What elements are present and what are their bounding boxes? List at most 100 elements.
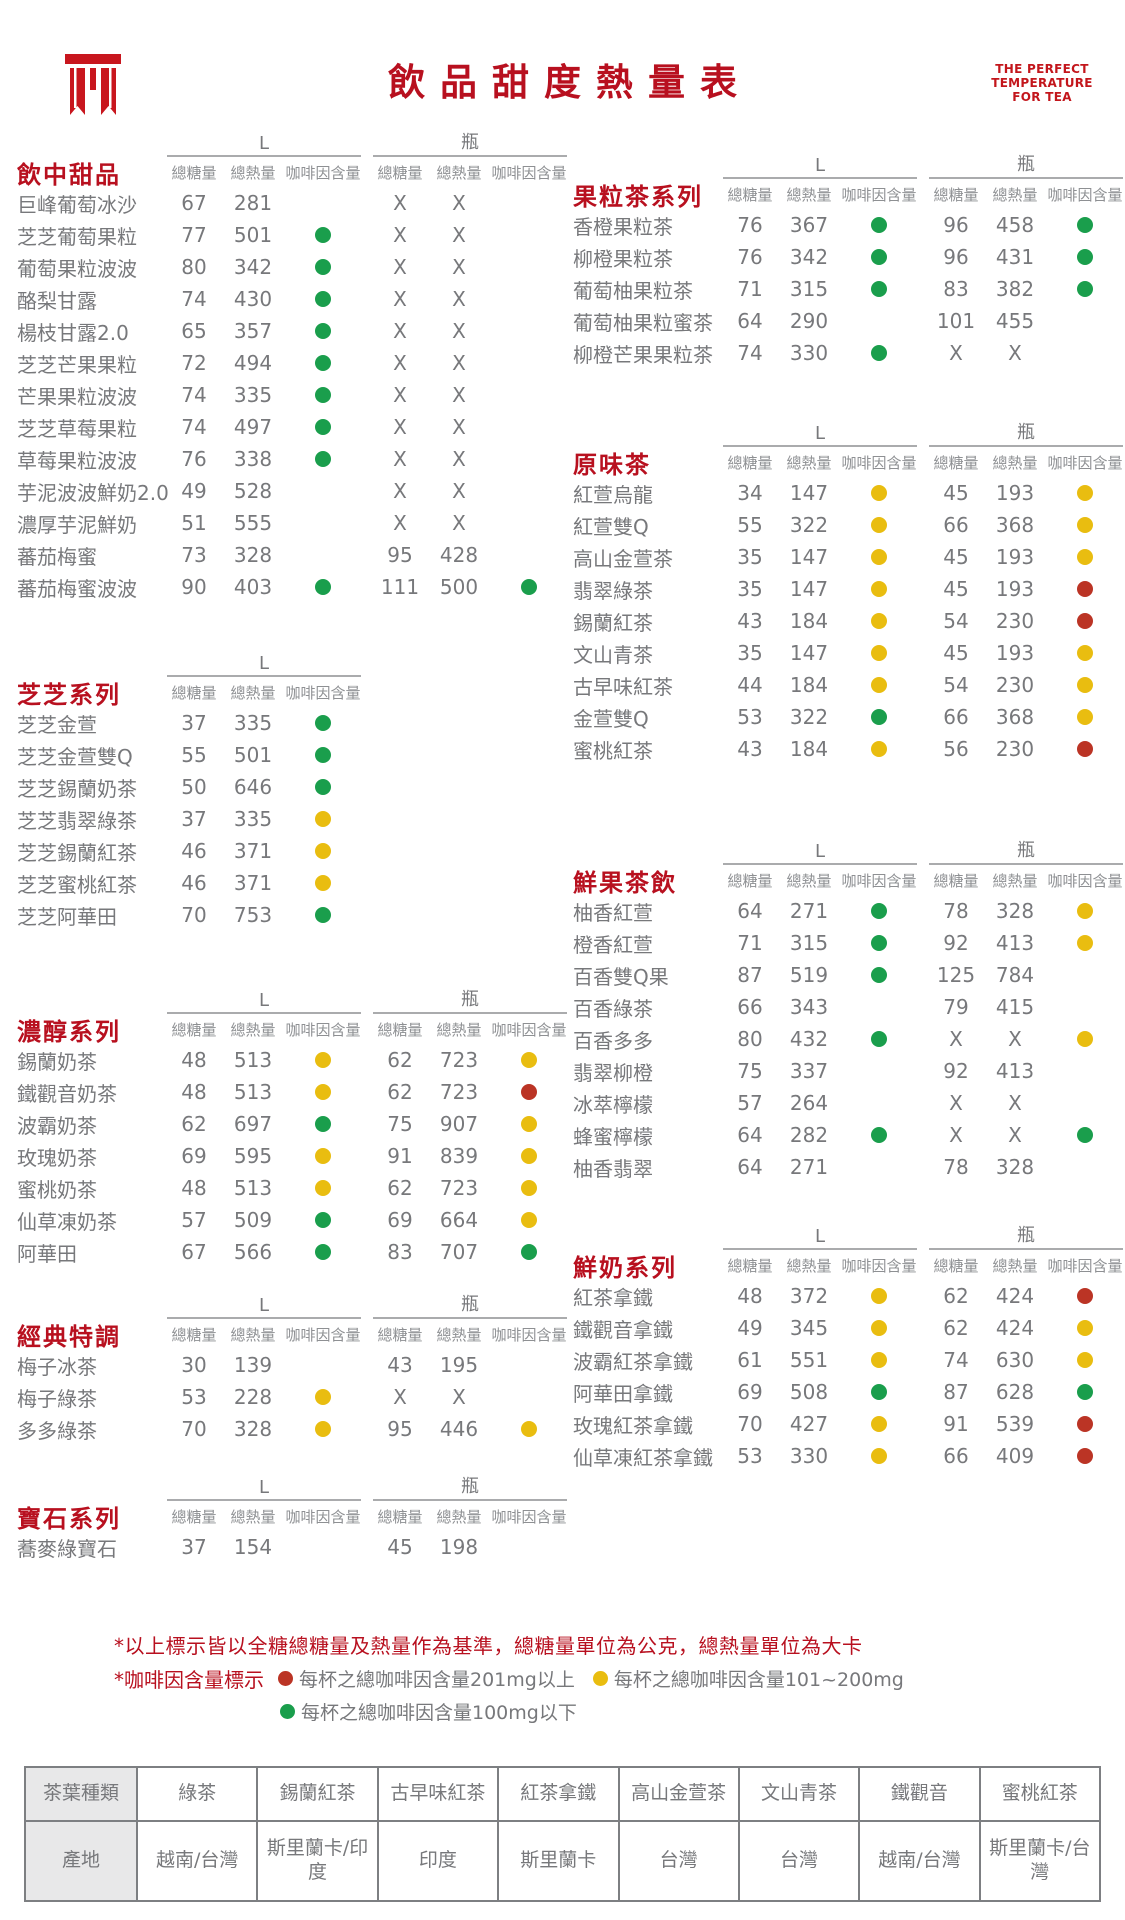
sugar-value-l: 64 — [737, 1155, 763, 1179]
size-row-lead — [17, 648, 167, 674]
caffeine-dot-green — [841, 927, 917, 959]
drink-name: 芝芝翡翠綠茶 — [17, 808, 137, 833]
caffeine-dot-yellow — [285, 867, 361, 899]
tagline-line: TEMPERATURE — [991, 76, 1093, 90]
caffeine-cell-empty — [841, 1055, 917, 1087]
caffeine-dot-yellow — [1047, 1023, 1123, 1055]
caffeine-cell-empty — [491, 411, 567, 443]
drink-name: 紅茶拿鐵 — [573, 1285, 653, 1310]
calorie-value-l: 264 — [789, 1091, 829, 1115]
caffeine-dot-yellow — [285, 1172, 361, 1204]
col-header-calories: 總熱量 — [786, 871, 832, 890]
caffeine-dot-green — [285, 1204, 361, 1236]
origin-table-cell: 斯里蘭卡/印度 — [256, 1820, 379, 1902]
sugar-value-bottle: X — [393, 319, 407, 343]
caffeine-cell-empty — [841, 1151, 917, 1183]
caffeine-dot-yellow — [841, 541, 917, 573]
caffeine-dot-yellow — [1047, 1344, 1123, 1376]
sugar-value-bottle: X — [393, 447, 407, 471]
caffeine-dot-green — [285, 315, 361, 347]
caffeine-level-dot — [871, 1127, 887, 1143]
caffeine-cell-empty — [1047, 1151, 1123, 1183]
col-header-calories: 總熱量 — [992, 1256, 1038, 1275]
sugar-value-l: 73 — [181, 543, 207, 567]
caffeine-level-dot — [315, 1148, 331, 1164]
size-row-lead — [17, 128, 167, 154]
caffeine-cell-empty — [491, 707, 567, 739]
col-header-calories: 總熱量 — [436, 1325, 482, 1344]
caffeine-dot-yellow — [491, 1108, 567, 1140]
calorie-value-l: 290 — [789, 309, 829, 333]
sugar-value-bottle: X — [949, 1091, 963, 1115]
caffeine-level-dot — [1077, 1448, 1093, 1464]
calorie-value-l: 328 — [233, 1417, 273, 1441]
section-title-gem-series: 寶石系列 — [17, 1503, 121, 1533]
caffeine-legend-red: 每杯之總咖啡因含量201mg以上 — [278, 1665, 575, 1692]
origin-table-cell: 高山金萱茶 — [617, 1766, 740, 1822]
caffeine-dot-green — [1047, 1119, 1123, 1151]
calorie-value-bottle: 230 — [995, 609, 1035, 633]
caffeine-level-dot — [871, 1352, 887, 1368]
caffeine-level-dot — [1077, 517, 1093, 533]
sugar-value-bottle — [373, 739, 427, 771]
drink-name: 梅子冰茶 — [17, 1354, 97, 1379]
tagline-line: THE PERFECT — [995, 62, 1089, 76]
size-label-l: L — [723, 836, 917, 865]
group-gap — [361, 1413, 373, 1439]
section-title-drink-desserts: 飲中甜品 — [17, 159, 121, 189]
group-gap — [917, 477, 929, 503]
calorie-value-l: 139 — [233, 1353, 273, 1377]
caffeine-level-dot — [315, 1084, 331, 1100]
calorie-value-l: 595 — [233, 1144, 273, 1168]
group-gap — [917, 1119, 929, 1145]
col-header-caffeine: 咖啡因含量 — [841, 871, 917, 890]
drink-name: 芝芝草莓果粒 — [17, 416, 137, 441]
calorie-value-l: 184 — [789, 673, 829, 697]
caffeine-level-dot — [315, 1116, 331, 1132]
caffeine-dot-yellow — [841, 477, 917, 509]
sugar-value-l: 43 — [737, 737, 763, 761]
size-label-l: L — [723, 418, 917, 447]
sugar-value-bottle: 45 — [943, 577, 969, 601]
group-gap — [917, 1312, 929, 1338]
calorie-value-bottle: X — [1008, 341, 1022, 365]
sugar-value-l: 90 — [181, 575, 207, 599]
drink-name: 橙香紅萱 — [573, 932, 653, 957]
calorie-value-bottle: X — [452, 383, 466, 407]
calorie-value-l: 432 — [789, 1027, 829, 1051]
caffeine-dot-yellow — [1047, 477, 1123, 509]
col-header-caffeine: 咖啡因含量 — [285, 683, 361, 702]
col-header-caffeine: 咖啡因含量 — [285, 1507, 361, 1526]
caffeine-dot-green — [841, 701, 917, 733]
caffeine-cell-empty — [491, 835, 567, 867]
group-gap — [361, 443, 373, 469]
sugar-value-bottle: 96 — [943, 213, 969, 237]
group-gap — [917, 1344, 929, 1370]
sugar-value-l: 53 — [737, 1444, 763, 1468]
drink-name: 芝芝蜜桃紅茶 — [17, 872, 137, 897]
size-row-lead — [573, 150, 723, 176]
caffeine-note-label: *咖啡因含量標示 — [114, 1668, 264, 1692]
sugar-value-l: 64 — [737, 309, 763, 333]
caffeine-dot-green — [285, 443, 361, 475]
caffeine-dot-green — [841, 337, 917, 369]
calorie-value-bottle: X — [1008, 1027, 1022, 1051]
calorie-value-bottle — [427, 899, 491, 931]
section-fresh-fruit-tea: L 瓶鮮果茶飲 總糖量 總熱量 咖啡因含量 總糖量 總熱量 咖啡因含量 柚香紅萱 64 271 78 3… — [573, 836, 1123, 1183]
calorie-value-bottle: 431 — [995, 245, 1035, 269]
group-gap — [917, 1221, 929, 1247]
caffeine-dot-yellow — [841, 1280, 917, 1312]
caffeine-dot-green — [1047, 273, 1123, 305]
caffeine-dot-red — [1047, 605, 1123, 637]
drink-name: 翡翠綠茶 — [573, 578, 653, 603]
caffeine-dot-yellow — [1047, 541, 1123, 573]
caffeine-dot-yellow — [841, 573, 917, 605]
calorie-value-bottle: 907 — [439, 1112, 479, 1136]
caffeine-cell-empty — [491, 771, 567, 803]
caffeine-dot-yellow — [285, 1413, 361, 1445]
sugar-value-bottle: X — [393, 255, 407, 279]
calorie-value-bottle — [427, 867, 491, 899]
caffeine-level-dot — [1077, 1416, 1093, 1432]
calorie-value-bottle — [427, 739, 491, 771]
calorie-value-l: 551 — [789, 1348, 829, 1372]
